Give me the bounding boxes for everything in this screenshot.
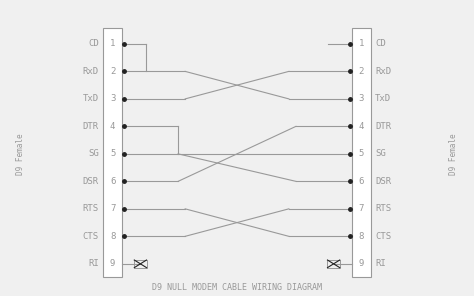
Text: 8: 8 (110, 232, 115, 241)
Text: RI: RI (375, 259, 386, 268)
Text: 4: 4 (359, 122, 364, 131)
Text: CD: CD (88, 39, 99, 49)
Text: 3: 3 (110, 94, 115, 103)
Text: 2: 2 (110, 67, 115, 76)
Text: RTS: RTS (83, 204, 99, 213)
Text: CD: CD (375, 39, 386, 49)
Text: 3: 3 (359, 94, 364, 103)
Bar (352, 28, 371, 277)
Text: SG: SG (375, 149, 386, 158)
Text: TxD: TxD (83, 94, 99, 103)
Text: 8: 8 (359, 232, 364, 241)
Text: 1: 1 (110, 39, 115, 49)
Bar (103, 28, 122, 277)
Text: D9 NULL MODEM CABLE WIRING DIAGRAM: D9 NULL MODEM CABLE WIRING DIAGRAM (152, 283, 322, 292)
Text: 5: 5 (110, 149, 115, 158)
Text: 1: 1 (359, 39, 364, 49)
Text: RxD: RxD (375, 67, 391, 76)
Text: 2: 2 (359, 67, 364, 76)
Text: 9: 9 (359, 259, 364, 268)
Text: 4: 4 (110, 122, 115, 131)
Text: CTS: CTS (375, 232, 391, 241)
Bar (134, 260, 146, 268)
Text: DSR: DSR (375, 177, 391, 186)
Bar (328, 260, 340, 268)
Text: 6: 6 (359, 177, 364, 186)
Text: DTR: DTR (375, 122, 391, 131)
Text: 7: 7 (359, 204, 364, 213)
Text: DTR: DTR (83, 122, 99, 131)
Text: 7: 7 (110, 204, 115, 213)
Text: D9 Female: D9 Female (449, 133, 458, 175)
Text: SG: SG (88, 149, 99, 158)
Text: TxD: TxD (375, 94, 391, 103)
Text: DSR: DSR (83, 177, 99, 186)
Text: RTS: RTS (375, 204, 391, 213)
Text: RI: RI (88, 259, 99, 268)
Text: 5: 5 (359, 149, 364, 158)
Text: CTS: CTS (83, 232, 99, 241)
Text: RxD: RxD (83, 67, 99, 76)
Text: D9 Female: D9 Female (16, 133, 25, 175)
Text: 9: 9 (110, 259, 115, 268)
Text: 6: 6 (110, 177, 115, 186)
